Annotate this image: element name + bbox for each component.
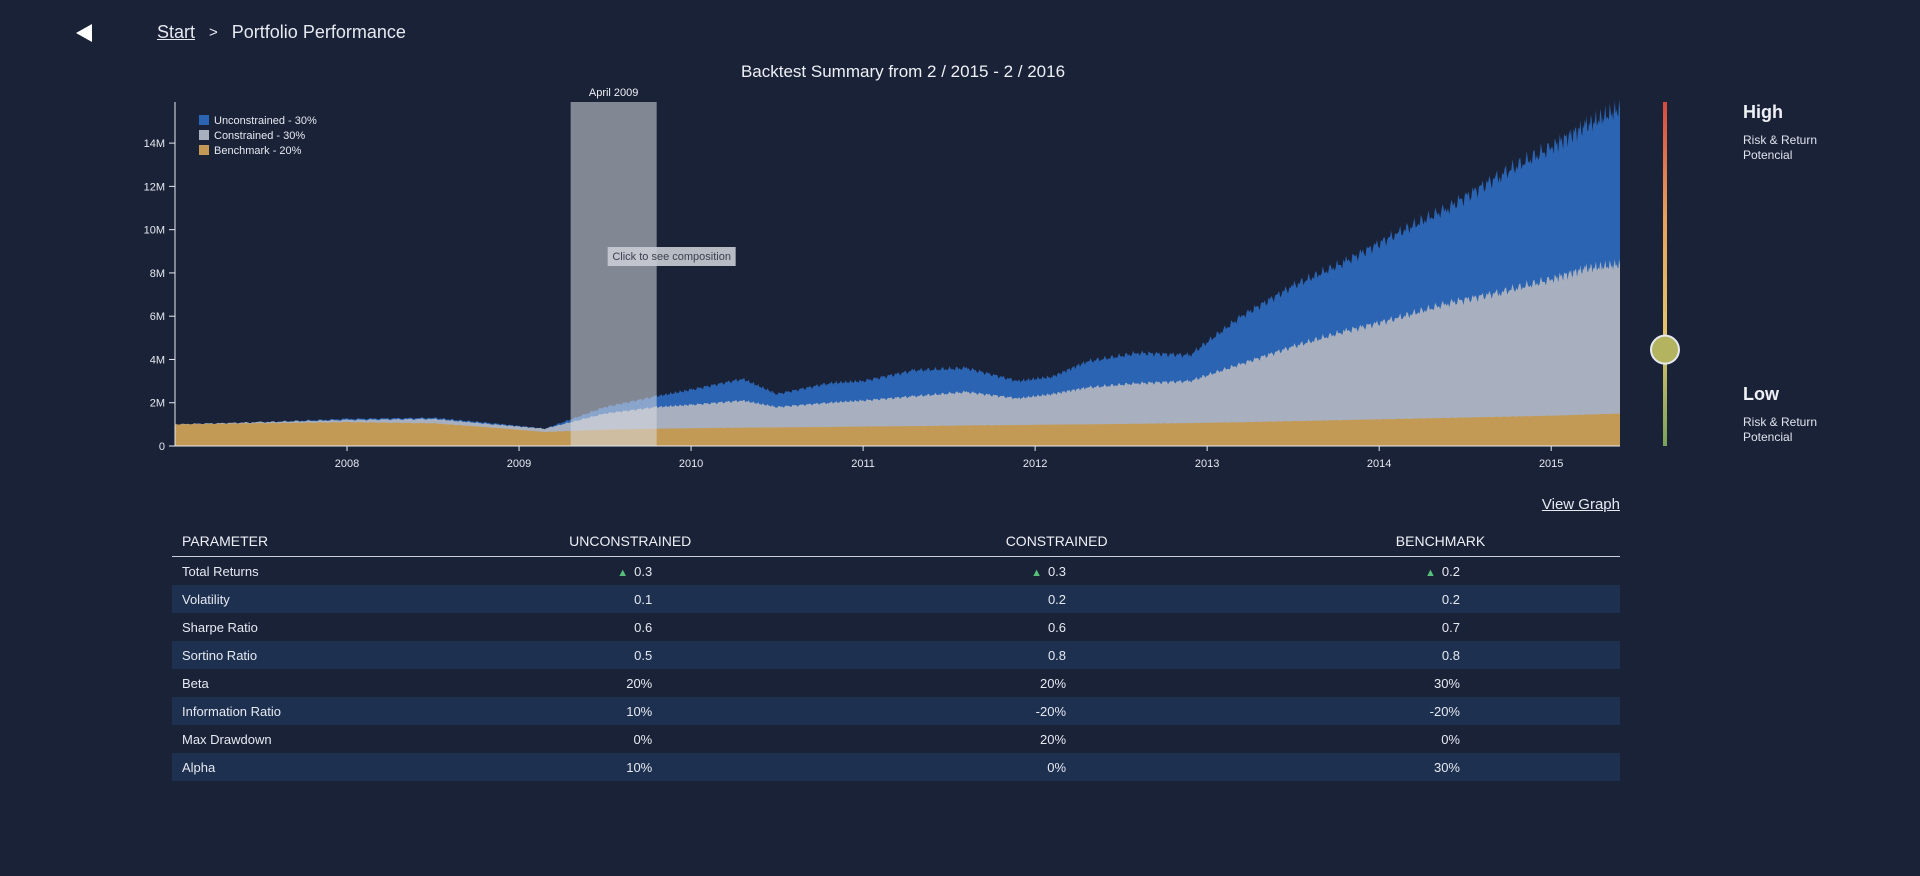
trend-up-icon: ▲ xyxy=(1031,566,1042,579)
x-tick-label: 2013 xyxy=(1195,458,1219,470)
parameter-name: Max Drawdown xyxy=(182,731,272,747)
legend-swatch xyxy=(199,130,209,140)
risk-high-description: Risk & Return Potencial xyxy=(1743,133,1818,162)
highlight-band xyxy=(570,102,657,446)
constrained-value: 0.2 xyxy=(852,585,1262,613)
table-row: Alpha 10% 0% 30% xyxy=(172,753,1620,781)
table-header-row: PARAMETER UNCONSTRAINED CONSTRAINED BENC… xyxy=(172,526,1620,557)
trend-up-icon: ▲ xyxy=(1425,566,1436,579)
breadcrumb-start-link[interactable]: Start xyxy=(157,22,196,42)
table-row: Max Drawdown 0% 20% 0% xyxy=(172,725,1620,753)
x-tick-label: 2015 xyxy=(1539,458,1563,470)
parameter-name: Alpha xyxy=(172,753,409,781)
benchmark-value: 0.2 xyxy=(1261,585,1620,613)
x-tick-label: 2012 xyxy=(1023,458,1047,470)
table-row: Volatility 0.1 0.2 0.2 xyxy=(172,585,1620,613)
constrained-value: 0% xyxy=(852,753,1262,781)
breadcrumb: Start > Portfolio Performance xyxy=(157,22,406,43)
unconstrained-value: ▲ 0.3 xyxy=(617,563,653,579)
unconstrained-value: 20% xyxy=(626,675,653,691)
constrained-value: ▲ 0.3 xyxy=(1031,563,1067,579)
constrained-value: -20% xyxy=(852,697,1262,725)
breadcrumb-separator: > xyxy=(209,24,218,41)
unconstrained-value: 0.6 xyxy=(634,619,653,635)
benchmark-value: 0% xyxy=(1441,731,1460,747)
risk-low-description: Risk & Return Potencial xyxy=(1743,415,1818,444)
benchmark-value: 0.8 xyxy=(1261,641,1620,669)
risk-high-panel: High Risk & Return Potencial xyxy=(1743,102,1863,163)
risk-low-panel: Low Risk & Return Potencial xyxy=(1743,384,1863,445)
table-row: Sharpe Ratio 0.6 0.6 0.7 xyxy=(172,613,1620,641)
parameter-name: Sharpe Ratio xyxy=(182,619,258,635)
risk-slider-track xyxy=(1663,102,1667,446)
y-tick-label: 2M xyxy=(150,398,165,410)
benchmark-value: 0.7 xyxy=(1441,619,1460,635)
series-area-2 xyxy=(175,259,1620,446)
y-tick-label: 12M xyxy=(144,181,165,193)
constrained-value: 0.6 xyxy=(1047,619,1067,635)
legend-label: Constrained - 30% xyxy=(214,130,305,142)
y-tick-label: 10M xyxy=(144,225,165,237)
table-row: Sortino Ratio 0.5 0.8 0.8 xyxy=(172,641,1620,669)
x-tick-label: 2011 xyxy=(851,458,875,470)
benchmark-value: 30% xyxy=(1433,675,1460,691)
risk-high-label: High xyxy=(1743,102,1783,122)
trend-up-icon: ▲ xyxy=(617,566,629,579)
parameter-name: Information Ratio xyxy=(172,697,409,725)
unconstrained-value: 10% xyxy=(408,697,853,725)
composition-tooltip-text: Click to see composition xyxy=(612,251,731,263)
column-header-unconstrained: UNCONSTRAINED xyxy=(408,526,853,557)
y-tick-label: 8M xyxy=(150,268,165,280)
column-header-benchmark: BENCHMARK xyxy=(1261,526,1620,557)
parameter-name: Sortino Ratio xyxy=(172,641,409,669)
legend-swatch xyxy=(199,115,209,125)
unconstrained-value: 0.5 xyxy=(408,641,853,669)
parameter-name: Beta xyxy=(182,675,209,691)
unconstrained-value: 10% xyxy=(408,753,853,781)
chart-title: Backtest Summary from 2 / 2015 - 2 / 201… xyxy=(740,62,1066,81)
table-row: Beta 20% 20% 30% xyxy=(172,669,1620,697)
table-row: Information Ratio 10% -20% -20% xyxy=(172,697,1620,725)
table-row: Total Returns ▲ 0.3 ▲ 0.3 ▲ 0.2 xyxy=(172,557,1620,586)
column-header-parameter: PARAMETER xyxy=(172,526,409,557)
x-tick-label: 2008 xyxy=(335,458,359,470)
highlight-label: April 2009 xyxy=(589,87,639,99)
composition-tooltip xyxy=(607,247,736,266)
back-button[interactable] xyxy=(74,22,104,48)
view-graph-link[interactable]: View Graph xyxy=(1541,496,1620,513)
benchmark-value: 30% xyxy=(1261,753,1620,781)
series-area-3 xyxy=(175,413,1620,446)
constrained-value: 20% xyxy=(1040,675,1067,691)
parameter-name: Total Returns xyxy=(182,563,259,579)
x-tick-label: 2009 xyxy=(507,458,531,470)
y-tick-label: 4M xyxy=(150,354,165,366)
risk-low-label: Low xyxy=(1743,384,1779,404)
y-tick-label: 0 xyxy=(159,441,165,453)
back-arrow-icon xyxy=(76,24,92,42)
legend-label: Unconstrained - 30% xyxy=(214,115,317,127)
x-tick-label: 2010 xyxy=(679,458,703,470)
benchmark-value: -20% xyxy=(1261,697,1620,725)
benchmark-value: ▲ 0.2 xyxy=(1425,563,1460,579)
parameters-table: PARAMETER UNCONSTRAINED CONSTRAINED BENC… xyxy=(172,526,1620,781)
breadcrumb-current: Portfolio Performance xyxy=(231,22,406,42)
legend-label: Benchmark - 20% xyxy=(214,145,302,157)
x-tick-label: 2014 xyxy=(1367,458,1391,470)
unconstrained-value: 0% xyxy=(633,731,653,747)
column-header-constrained: CONSTRAINED xyxy=(852,526,1262,557)
risk-slider-handle[interactable] xyxy=(1650,334,1680,365)
legend-swatch xyxy=(199,145,209,155)
y-tick-label: 14M xyxy=(144,138,165,150)
unconstrained-value: 0.1 xyxy=(408,585,853,613)
y-tick-label: 6M xyxy=(150,311,165,323)
parameter-name: Volatility xyxy=(172,585,409,613)
constrained-value: 20% xyxy=(1040,731,1067,747)
constrained-value: 0.8 xyxy=(852,641,1262,669)
